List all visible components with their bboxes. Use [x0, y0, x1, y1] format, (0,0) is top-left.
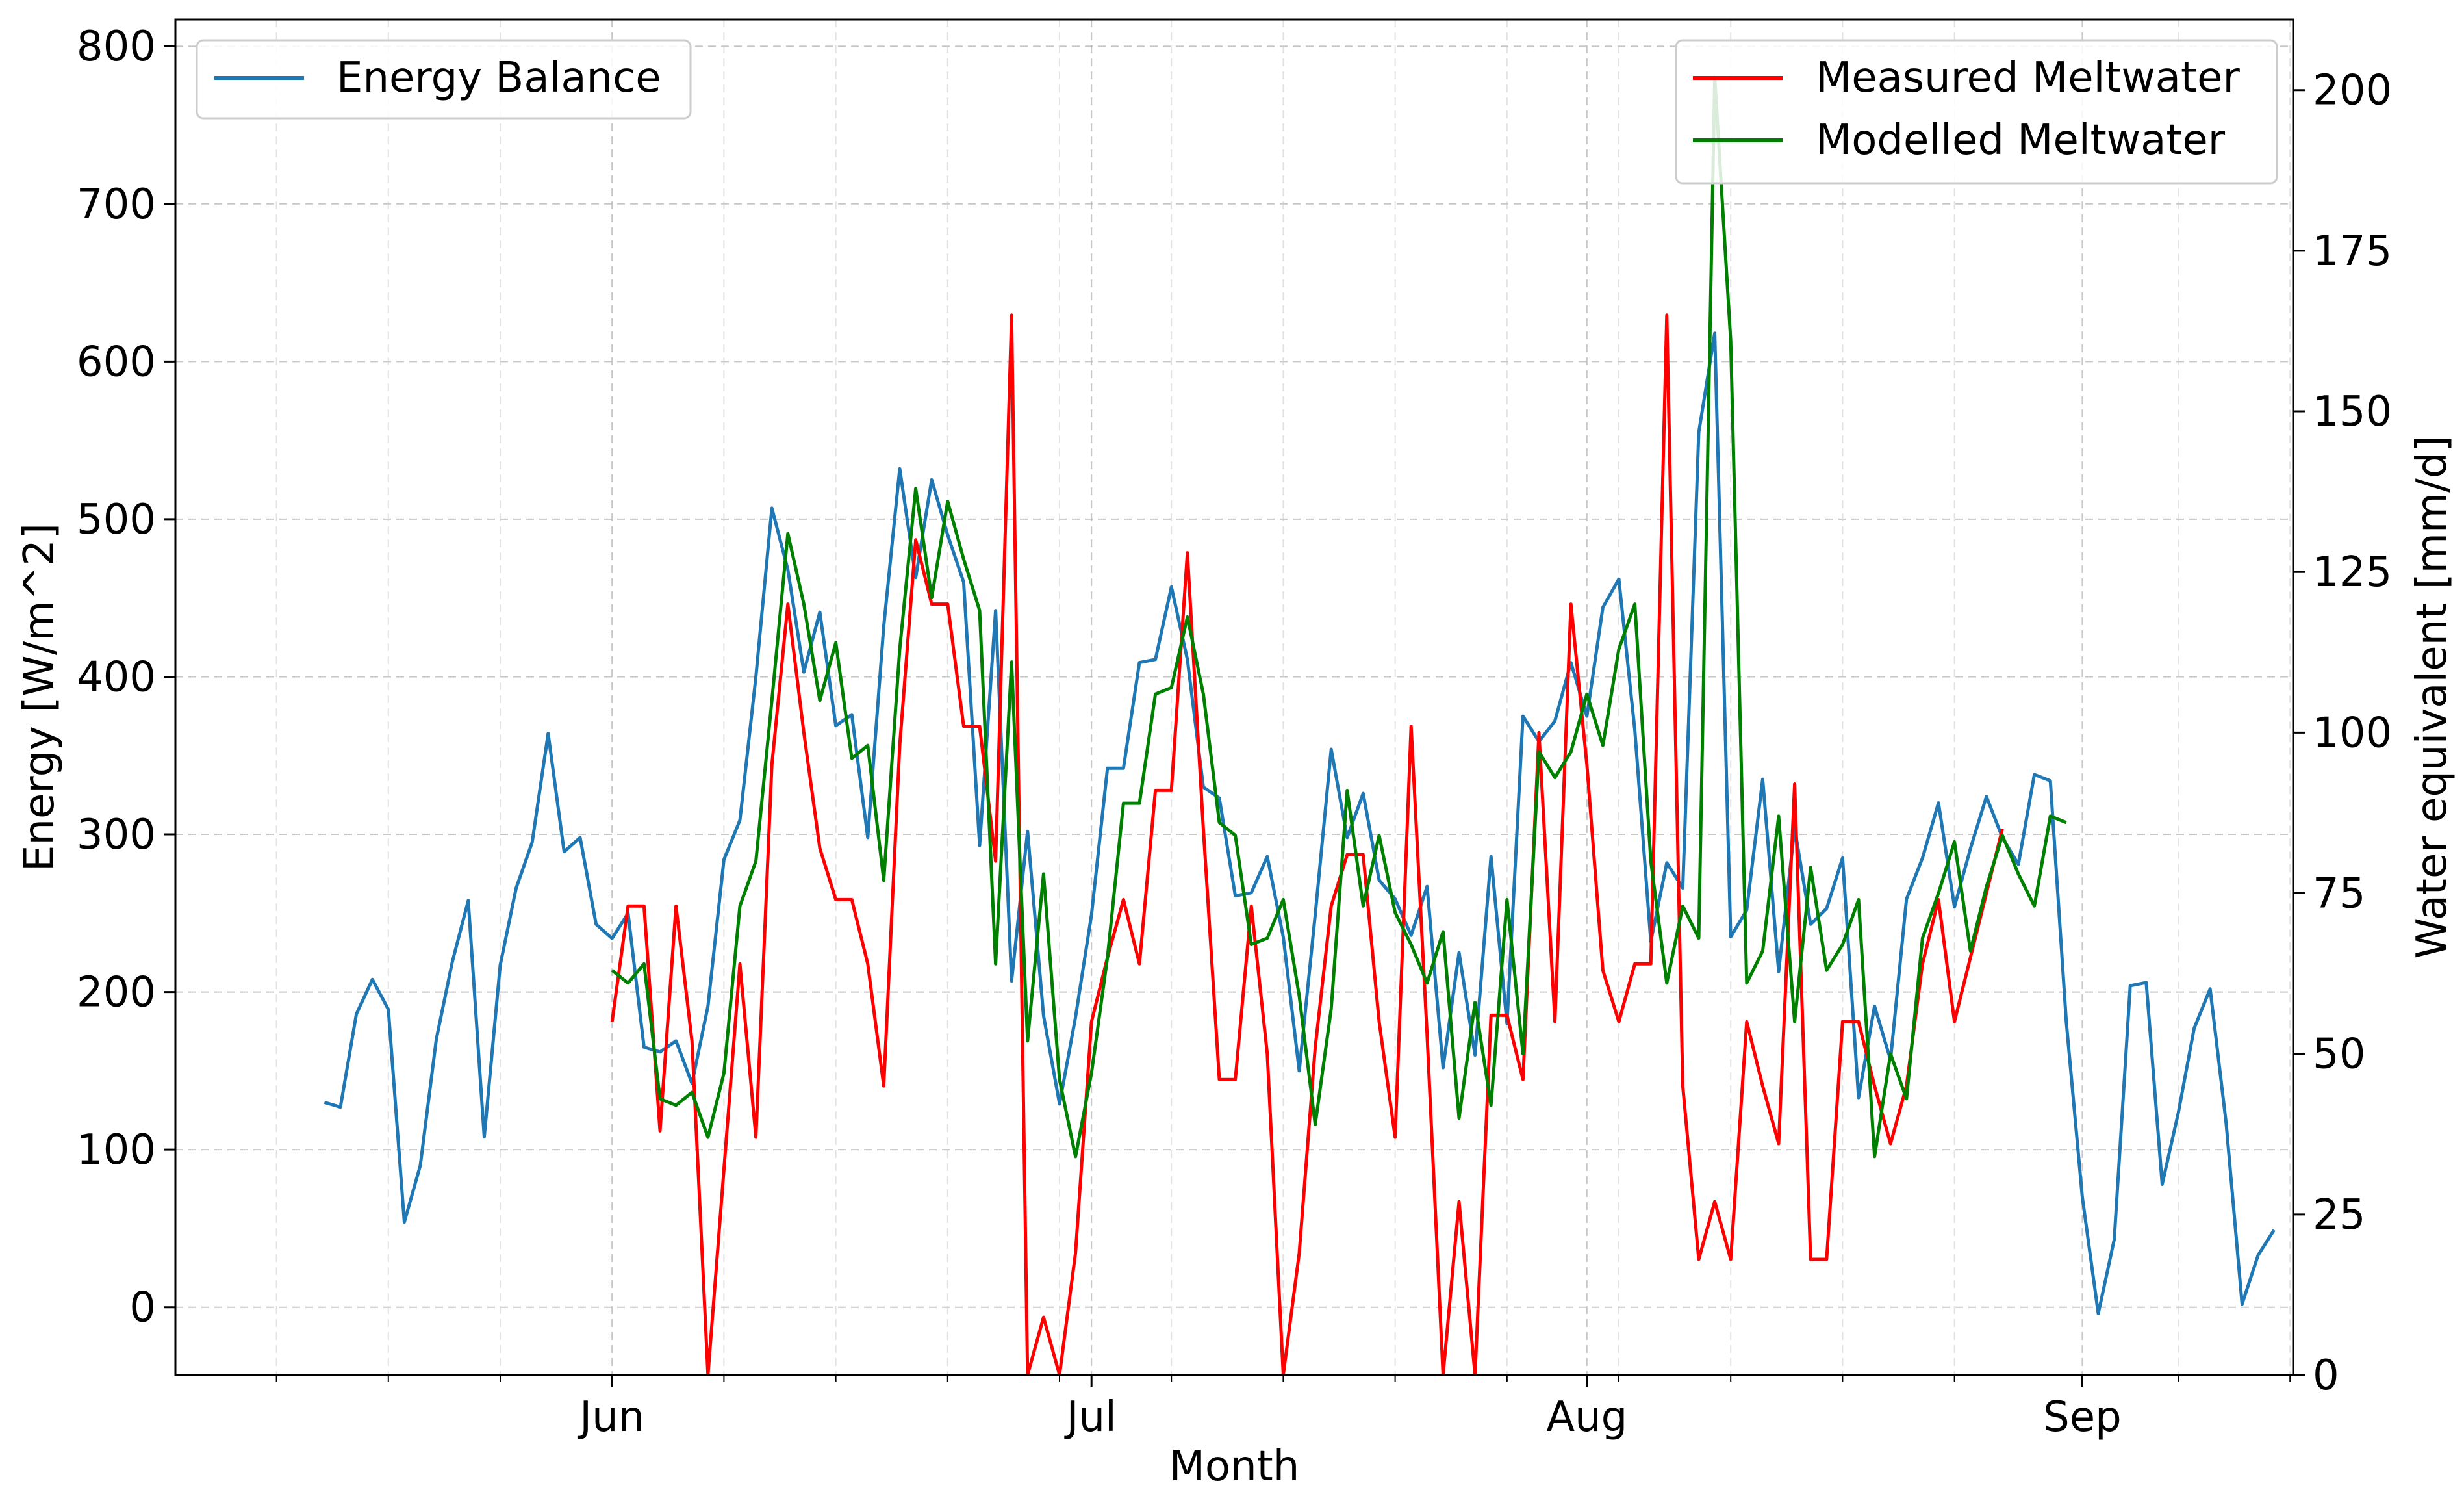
right-tick-label: 75	[2313, 870, 2365, 918]
legend-label-energy-balance: Energy Balance	[337, 54, 661, 102]
legend-label-measured-meltwater: Measured Meltwater	[1816, 54, 2240, 102]
right-y-axis-label: Water equivalent [mm/d]	[2408, 436, 2456, 959]
left-axis: 0 100 200 300 400 500 600 700 800	[77, 23, 175, 1332]
legend-right: Measured Meltwater Modelled Meltwater	[1675, 39, 2278, 185]
series-line-modelled-meltwater	[611, 75, 2067, 1159]
legend-left-box	[196, 39, 692, 120]
x-tick-label: Aug	[1546, 1393, 1627, 1441]
left-tick-label: 400	[77, 653, 156, 701]
x-tick-label: Jul	[1064, 1393, 1117, 1441]
right-tick-label: 0	[2313, 1352, 2339, 1400]
right-tick-label: 50	[2313, 1031, 2365, 1079]
series-line-measured-meltwater	[610, 313, 2004, 1375]
left-tick-label: 200	[77, 969, 156, 1017]
legend-right-box	[1675, 39, 2278, 185]
right-tick-label: 25	[2313, 1191, 2365, 1239]
right-tick-label: 100	[2313, 709, 2392, 757]
left-tick-label: 100	[77, 1126, 156, 1174]
x-axis: Jun Jul Aug Sep	[577, 1375, 2122, 1441]
left-tick-label: 600	[77, 338, 156, 386]
x-axis-label: Month	[1169, 1443, 1300, 1491]
left-tick-label: 800	[77, 23, 156, 71]
right-tick-label: 200	[2313, 67, 2392, 115]
x-tick-label: Jun	[577, 1393, 644, 1441]
legend-label-modelled-meltwater: Modelled Meltwater	[1816, 116, 2226, 164]
minor-ticks	[275, 19, 2291, 1382]
right-tick-label: 150	[2313, 388, 2392, 436]
right-tick-label: 175	[2313, 227, 2392, 276]
left-tick-label: 500	[77, 496, 156, 544]
legend-left: Energy Balance	[196, 39, 692, 120]
right-tick-label: 125	[2313, 548, 2392, 597]
series-line-energy-balance	[324, 331, 2276, 1315]
left-tick-label: 300	[77, 811, 156, 859]
plot-frame	[174, 18, 2294, 1376]
left-y-axis-label: Energy [W/m^2]	[16, 523, 64, 871]
data-lines	[324, 75, 2276, 1375]
x-tick-label: Sep	[2043, 1393, 2122, 1441]
left-tick-label: 0	[129, 1284, 156, 1332]
right-axis: 0 25 50 75 100 125 150 175 200	[2293, 67, 2392, 1400]
left-tick-label: 700	[77, 181, 156, 229]
